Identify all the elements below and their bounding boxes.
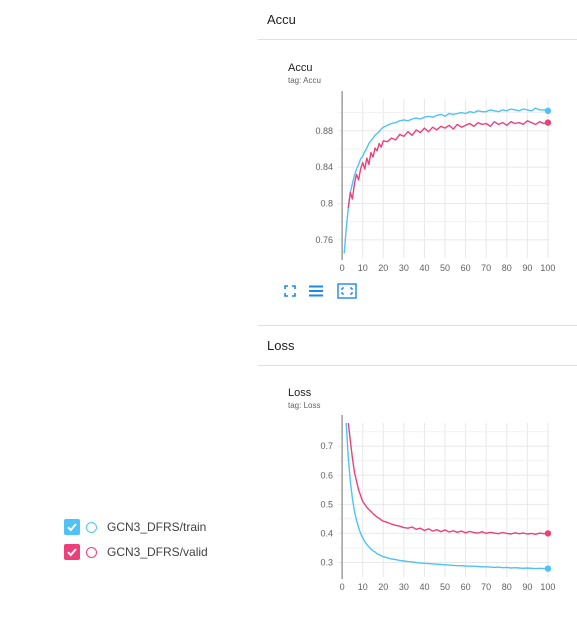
y-tick-label: 0.4 — [320, 528, 333, 538]
run-row-valid[interactable]: GCN3_DFRS/valid — [64, 541, 208, 563]
x-tick-label: 30 — [399, 263, 409, 273]
x-tick-label: 70 — [481, 582, 491, 592]
fit-domain-button[interactable] — [336, 283, 358, 299]
y-tick-label: 0.7 — [320, 441, 333, 451]
data-table-button[interactable] — [307, 283, 325, 299]
x-tick-label: 80 — [502, 263, 512, 273]
grid — [338, 423, 550, 577]
fullscreen-button[interactable] — [282, 283, 298, 299]
series-line-train[interactable] — [343, 107, 549, 254]
fit-domain-icon — [337, 283, 357, 299]
y-tick-label: 0.5 — [320, 499, 333, 509]
run-color-ring-valid — [86, 546, 97, 558]
loss-section-header[interactable]: Loss — [258, 325, 577, 366]
x-tick-label: 30 — [399, 582, 409, 592]
card-tag: tag: Accu — [288, 76, 321, 85]
x-tick-label: 10 — [358, 582, 368, 592]
data-table-icon — [309, 285, 323, 297]
runs-legend: GCN3_DFRS/train GCN3_DFRS/valid — [64, 516, 208, 566]
accu-section: Accu Accu tag: Accu 0 10 20 30 40 50 60 70 80 90 1… — [258, 0, 577, 325]
x-tick-label: 0 — [340, 263, 345, 273]
loss-section: Loss Loss tag: Loss 0 10 20 30 40 50 60 70 80 90 1… — [258, 325, 577, 624]
series-end-point-train[interactable] — [544, 565, 552, 572]
run-row-train[interactable]: GCN3_DFRS/train — [64, 516, 208, 538]
checkmark-icon — [67, 548, 77, 557]
x-tick-label: 100 — [540, 582, 555, 592]
x-tick-label: 10 — [358, 263, 368, 273]
section-title: Accu — [267, 12, 296, 27]
y-tick-label: 0.88 — [315, 126, 333, 136]
series-end-point-valid[interactable] — [544, 530, 552, 537]
section-title: Loss — [267, 338, 295, 353]
run-color-ring-train — [86, 521, 97, 533]
series-end-point-valid[interactable] — [544, 119, 552, 126]
y-tick-label: 0.84 — [315, 162, 333, 172]
y-tick-label: 0.3 — [320, 557, 333, 567]
x-tick-label: 50 — [440, 263, 450, 273]
run-label-train: GCN3_DFRS/train — [107, 520, 207, 534]
x-tick-label: 100 — [540, 263, 555, 273]
card-title: Loss — [288, 387, 312, 399]
x-tick-label: 60 — [461, 263, 471, 273]
x-tick-label: 90 — [522, 263, 532, 273]
x-tick-label: 20 — [378, 582, 388, 592]
y-tick-label: 0.6 — [320, 470, 333, 480]
loss-chart[interactable]: 0 10 20 30 40 50 60 70 80 90 100 0.3 0.4 0.5 0.6 0.7 — [258, 415, 577, 615]
series-end-point-train[interactable] — [544, 107, 552, 115]
y-tick-label: 0.76 — [315, 235, 333, 245]
x-tick-label: 90 — [522, 582, 532, 592]
x-tick-label: 20 — [378, 263, 388, 273]
x-tick-label: 80 — [502, 582, 512, 592]
x-tick-label: 70 — [481, 263, 491, 273]
series-line-valid[interactable] — [347, 120, 549, 209]
x-tick-label: 40 — [419, 263, 429, 273]
x-tick-label: 40 — [419, 582, 429, 592]
run-checkbox-train[interactable] — [64, 519, 80, 535]
series-line-train[interactable] — [345, 422, 548, 570]
checkmark-icon — [67, 523, 77, 532]
x-tick-label: 0 — [340, 582, 345, 592]
accu-section-header[interactable]: Accu — [258, 0, 577, 40]
run-checkbox-valid[interactable] — [64, 544, 80, 560]
card-tag: tag: Loss — [288, 401, 321, 410]
card-title: Accu — [288, 62, 313, 74]
series-line-valid[interactable] — [347, 422, 548, 536]
x-tick-label: 50 — [440, 582, 450, 592]
y-tick-label: 0.8 — [320, 198, 333, 208]
accu-chart[interactable]: 0 10 20 30 40 50 60 70 80 90 100 0.76 0.8 0.84 0.88 — [258, 90, 577, 286]
run-label-valid: GCN3_DFRS/valid — [107, 545, 208, 559]
x-tick-label: 60 — [461, 582, 471, 592]
fullscreen-icon — [284, 285, 296, 297]
